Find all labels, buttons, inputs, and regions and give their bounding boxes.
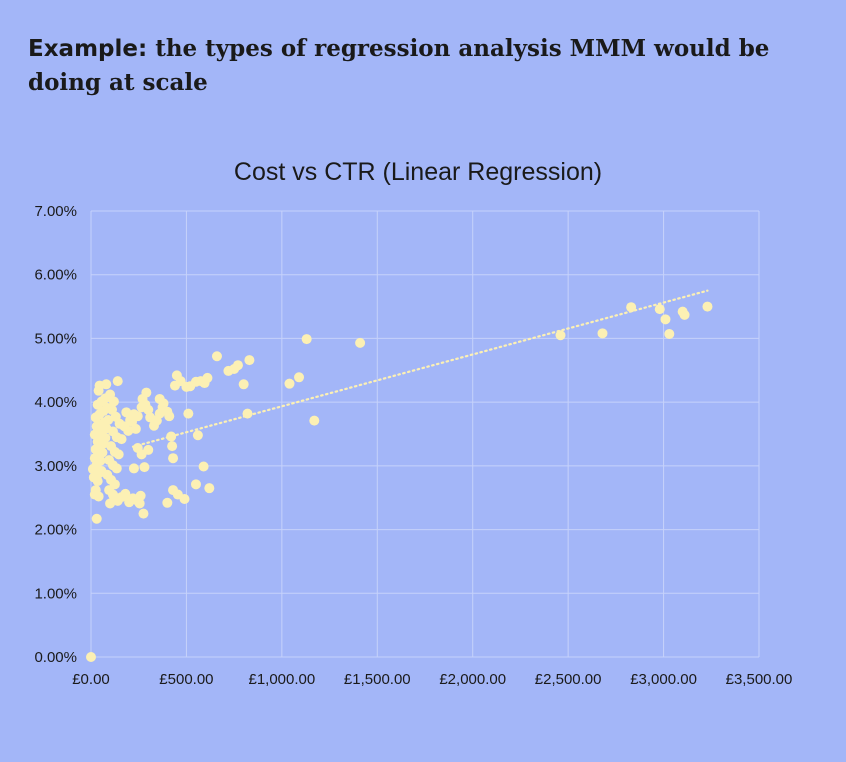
x-tick-label: £500.00	[159, 671, 213, 688]
data-point	[86, 652, 96, 662]
data-point	[597, 328, 608, 339]
data-point	[301, 334, 312, 345]
data-point	[190, 479, 201, 490]
page-headline: Example: the types of regression analysi…	[28, 32, 808, 100]
data-point	[166, 431, 177, 442]
data-point	[139, 462, 150, 473]
data-point	[135, 490, 146, 501]
headline-lead: Example:	[28, 36, 148, 62]
data-point	[101, 379, 112, 390]
y-tick-label: 3.00%	[34, 458, 77, 475]
data-point	[664, 328, 675, 339]
data-point	[143, 404, 154, 415]
data-point	[164, 411, 175, 422]
data-point	[143, 444, 154, 455]
data-point	[141, 387, 152, 398]
data-point	[130, 423, 141, 434]
data-point	[90, 485, 101, 496]
data-point	[121, 407, 132, 418]
data-point	[113, 449, 124, 460]
data-point	[555, 330, 566, 341]
x-tick-label: £3,000.00	[630, 671, 697, 688]
trendline-line	[131, 289, 709, 448]
data-points	[86, 301, 713, 662]
data-point	[284, 378, 295, 389]
chart-title: Cost vs CTR (Linear Regression)	[234, 158, 602, 186]
data-point	[120, 488, 131, 499]
chart-grid	[90, 210, 760, 658]
data-point	[232, 360, 243, 371]
data-point	[112, 376, 123, 387]
x-tick-label: £1,000.00	[248, 671, 315, 688]
data-point	[244, 355, 255, 366]
data-point	[116, 434, 127, 445]
data-point	[162, 497, 173, 508]
data-point	[168, 485, 179, 496]
headline-text: the types of regression analysis MMM wou…	[28, 35, 770, 96]
trendline	[131, 289, 709, 448]
data-point	[108, 396, 119, 407]
data-point	[294, 372, 305, 383]
data-point	[202, 372, 213, 383]
y-tick-label: 4.00%	[34, 394, 77, 411]
data-point	[128, 463, 139, 474]
y-tick-label: 1.00%	[34, 585, 77, 602]
data-point	[660, 314, 671, 325]
data-point	[626, 302, 637, 313]
y-tick-label: 2.00%	[34, 522, 77, 539]
data-point	[183, 408, 194, 419]
data-point	[123, 425, 134, 436]
data-point	[91, 513, 102, 524]
data-point	[654, 304, 665, 315]
data-point	[211, 351, 222, 362]
data-point	[132, 411, 143, 422]
x-tick-label: £3,500.00	[726, 671, 793, 688]
data-point	[138, 508, 149, 519]
data-point	[355, 337, 366, 348]
y-axis-ticks: 0.00% 1.00% 2.00% 3.00% 4.00% 5.00% 6.00% 7.00%	[34, 203, 77, 666]
data-point	[198, 461, 209, 472]
data-point	[192, 430, 203, 441]
x-axis-ticks: £0.00 £500.00 £1,000.00 £1,500.00 £2,000.00 £…	[72, 671, 792, 688]
data-point	[702, 301, 713, 312]
y-tick-label: 6.00%	[34, 267, 77, 284]
data-point	[111, 463, 122, 474]
x-tick-label: £2,500.00	[535, 671, 602, 688]
data-point	[238, 379, 249, 390]
y-tick-label: 0.00%	[34, 649, 77, 666]
data-point	[158, 398, 169, 409]
data-point	[103, 414, 114, 425]
x-tick-label: £2,000.00	[439, 671, 506, 688]
data-point	[242, 408, 253, 419]
y-tick-label: 5.00%	[34, 330, 77, 347]
data-point	[132, 443, 143, 454]
data-point	[309, 415, 320, 426]
x-tick-label: £1,500.00	[344, 671, 411, 688]
data-point	[168, 453, 179, 464]
data-point	[167, 441, 178, 452]
x-tick-label: £0.00	[72, 671, 110, 688]
data-point	[679, 309, 690, 320]
data-point	[134, 498, 145, 509]
data-point	[204, 483, 215, 494]
y-tick-label: 7.00%	[34, 203, 77, 220]
